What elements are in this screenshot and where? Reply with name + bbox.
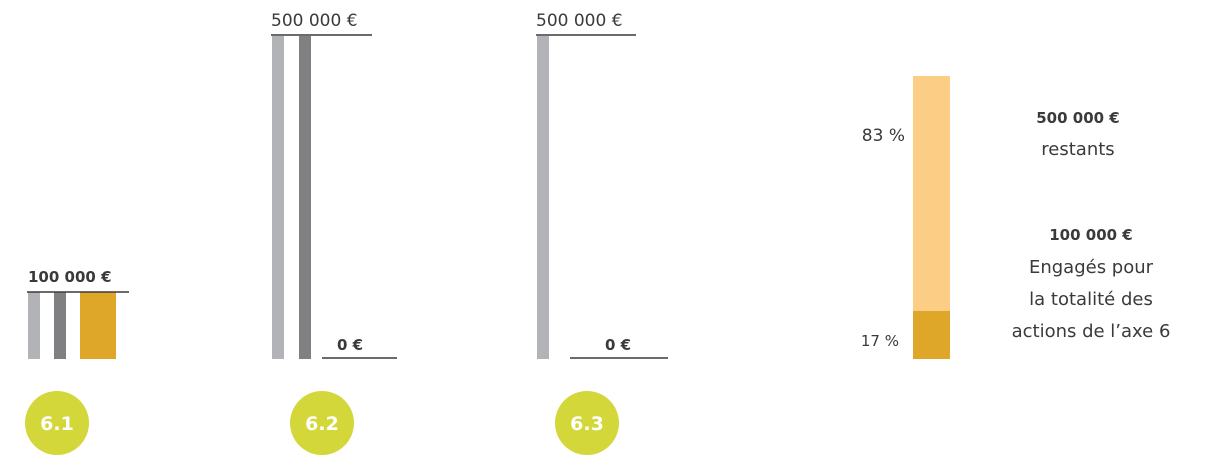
top-label-6-2: 500 000 € xyxy=(271,11,358,31)
bar-6-2-dark-grey xyxy=(299,36,311,359)
pct-label-engaged: 17 % xyxy=(861,332,899,350)
amount-engaged: 100 000 € xyxy=(1049,226,1133,244)
stacked-segment-engaged xyxy=(913,310,950,359)
bottom-label-6-3: 0 € xyxy=(605,336,631,354)
badge-label-6-2: 6.2 xyxy=(305,413,339,435)
pct-label-remaining: 83 % xyxy=(862,126,905,146)
chart-6-1: 100 000 € 6.1 xyxy=(25,268,129,455)
top-label-6-3: 500 000 € xyxy=(536,11,623,31)
top-label-6-1: 100 000 € xyxy=(28,268,112,286)
bar-6-3-light-grey xyxy=(537,36,549,359)
caption-engaged-line-3: actions de l’axe 6 xyxy=(1012,321,1171,342)
bottom-label-6-2: 0 € xyxy=(337,336,363,354)
bar-6-1-light-grey xyxy=(28,292,40,359)
chart-total: 83 % 17 % 500 000 € restants 100 000 € E… xyxy=(861,76,1171,359)
stacked-segment-remaining xyxy=(913,76,950,311)
amount-remaining: 500 000 € xyxy=(1036,109,1120,127)
badge-label-6-3: 6.3 xyxy=(570,413,604,435)
badge-6-1 xyxy=(25,391,89,455)
badge-label-6-1: 6.1 xyxy=(40,413,74,435)
bar-6-2-light-grey xyxy=(272,36,284,359)
caption-engaged-line-2: la totalité des xyxy=(1029,289,1153,310)
bar-6-1-dark-grey xyxy=(54,292,66,359)
badge-6-2 xyxy=(290,391,354,455)
chart-6-2: 500 000 € 0 € 6.2 xyxy=(271,11,397,455)
bar-6-1-gold xyxy=(80,292,116,359)
chart-6-3: 500 000 € 0 € 6.3 xyxy=(536,11,668,455)
badge-6-3 xyxy=(555,391,619,455)
caption-remaining-line-1: restants xyxy=(1041,139,1114,160)
caption-engaged-line-1: Engagés pour xyxy=(1029,257,1154,278)
